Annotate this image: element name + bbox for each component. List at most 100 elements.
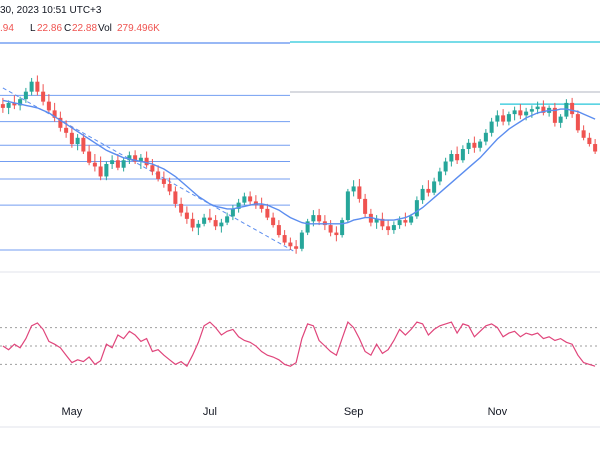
candle-body	[58, 117, 63, 128]
rsi-pane	[0, 321, 600, 368]
x-tick-label: Sep	[344, 406, 364, 418]
candle-body	[581, 130, 586, 138]
candle-body	[207, 217, 212, 221]
candle-body	[541, 106, 546, 113]
candle-body	[225, 216, 230, 223]
x-axis: MayJulSepNov2023	[0, 406, 600, 428]
candle-body	[115, 160, 120, 168]
candle-body	[414, 200, 419, 217]
candle-body	[161, 178, 166, 184]
candle-body	[202, 217, 207, 224]
candle-body	[328, 225, 333, 233]
header-close-value: 22.88	[72, 23, 97, 34]
candle-body	[512, 110, 517, 115]
rsi-line	[2, 321, 596, 368]
candle-body	[294, 246, 299, 249]
candle-body	[535, 106, 540, 110]
candle-body	[259, 205, 264, 209]
candle-body	[110, 160, 115, 164]
candle-body	[455, 154, 460, 161]
candle-body	[87, 151, 92, 163]
candle-body	[334, 232, 339, 236]
candle-body	[184, 212, 189, 219]
candle-body	[190, 218, 195, 228]
candle-body	[248, 196, 253, 202]
candle-body	[75, 137, 80, 145]
candle-body	[593, 144, 598, 152]
candle-body	[305, 221, 310, 233]
candle-body	[374, 218, 379, 223]
candle-body	[288, 242, 293, 247]
candle-body	[391, 225, 396, 231]
candle-body	[311, 215, 316, 222]
candle-body	[41, 91, 46, 102]
header-open-fragment: .94	[0, 23, 14, 34]
candle-body	[213, 220, 218, 227]
candle-body	[299, 232, 304, 249]
candle-body	[495, 115, 500, 122]
candle-body	[317, 215, 322, 222]
price-pane	[0, 41, 600, 273]
candle-body	[506, 114, 511, 122]
candle-body	[242, 196, 247, 203]
candle-body	[104, 163, 109, 177]
header-volume-value: 279.496K	[117, 23, 160, 34]
candle-body	[230, 208, 235, 217]
candle-body	[570, 102, 575, 115]
candle-body	[271, 217, 276, 226]
candle-body	[179, 203, 184, 213]
candle-body	[35, 81, 40, 92]
candle-body	[167, 183, 172, 192]
candle-body	[121, 160, 126, 168]
candle-body	[156, 171, 161, 179]
candle-body	[0, 104, 5, 108]
candle-body	[363, 198, 368, 214]
candle-body	[173, 191, 178, 204]
candle-body	[529, 109, 534, 112]
candle-body	[460, 149, 465, 161]
candle-body	[236, 202, 241, 209]
candle-body	[575, 114, 580, 131]
candle-body	[587, 137, 592, 145]
candle-body	[133, 155, 138, 162]
candle-body	[340, 220, 345, 236]
candle-body	[386, 226, 391, 231]
candle-body	[92, 162, 97, 167]
candle-body	[150, 165, 155, 172]
candle-body	[52, 110, 57, 118]
candle-body	[81, 137, 86, 152]
candle-body	[6, 102, 11, 108]
candle-body	[432, 181, 437, 193]
x-tick-label: Jul	[203, 406, 217, 418]
candle-body	[64, 127, 69, 133]
header-low-label: L	[30, 23, 36, 34]
candle-body	[265, 208, 270, 218]
candle-body	[18, 99, 23, 106]
candle-body	[397, 220, 402, 226]
candle-body	[138, 157, 143, 162]
candle-body	[196, 223, 201, 228]
x-tick-label: May	[61, 406, 82, 418]
candle-body	[443, 161, 448, 172]
candle-body	[466, 142, 471, 150]
x-tick-label: Nov	[488, 406, 508, 418]
candle-body	[552, 107, 557, 123]
candle-body	[489, 121, 494, 133]
candle-body	[351, 186, 356, 192]
candle-body	[219, 222, 224, 227]
candle-body	[483, 132, 488, 142]
header-close-label: C	[64, 23, 71, 34]
candle-body	[420, 188, 425, 201]
candle-body	[69, 132, 74, 145]
candle-body	[282, 235, 287, 243]
candle-body	[144, 157, 149, 166]
candle-body	[472, 142, 477, 148]
candle-body	[409, 216, 414, 223]
candle-body	[46, 101, 51, 111]
candle-body	[12, 102, 17, 106]
candle-body	[518, 110, 523, 116]
candle-body	[127, 155, 132, 161]
candle-body	[478, 141, 483, 148]
candle-body	[524, 111, 529, 116]
